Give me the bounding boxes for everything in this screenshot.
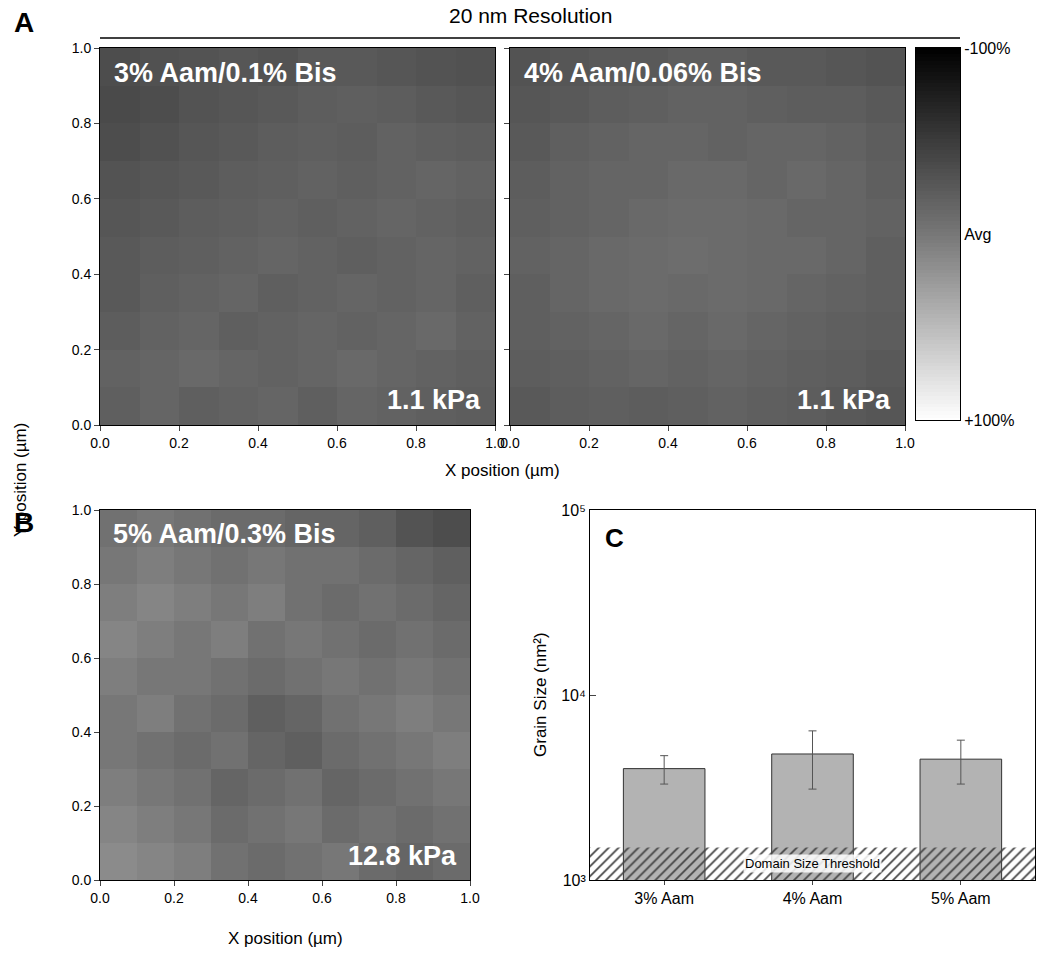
svg-text:1.0: 1.0 xyxy=(72,40,92,56)
svg-text:0.8: 0.8 xyxy=(72,115,92,131)
svg-text:0.0: 0.0 xyxy=(90,435,110,451)
svg-text:0.2: 0.2 xyxy=(579,435,599,451)
svg-text:C: C xyxy=(605,523,624,553)
svg-text:0.6: 0.6 xyxy=(737,435,757,451)
svg-text:1.1 kPa: 1.1 kPa xyxy=(387,385,481,415)
svg-text:0.0: 0.0 xyxy=(72,872,92,888)
svg-text:X position (µm): X position (µm) xyxy=(445,461,560,480)
svg-text:4% Aam/0.06% Bis: 4% Aam/0.06% Bis xyxy=(524,58,762,88)
svg-text:X position (µm): X position (µm) xyxy=(228,929,343,948)
svg-text:1.0: 1.0 xyxy=(72,502,92,518)
svg-text:0.8: 0.8 xyxy=(406,435,426,451)
svg-text:12.8 kPa: 12.8 kPa xyxy=(348,841,457,871)
svg-text:1.0: 1.0 xyxy=(460,890,480,906)
svg-text:0.4: 0.4 xyxy=(658,435,678,451)
svg-text:Y position (µm): Y position (µm) xyxy=(11,423,30,537)
svg-text:Domain Size Threshold: Domain Size Threshold xyxy=(745,856,880,871)
svg-text:1.0: 1.0 xyxy=(485,435,505,451)
svg-text:0.2: 0.2 xyxy=(164,890,184,906)
svg-text:0.4: 0.4 xyxy=(248,435,268,451)
svg-text:0.0: 0.0 xyxy=(72,417,92,433)
svg-text:0.8: 0.8 xyxy=(816,435,836,451)
svg-text:5% Aam/0.3% Bis: 5% Aam/0.3% Bis xyxy=(113,519,336,549)
svg-text:3% Aam: 3% Aam xyxy=(634,890,694,907)
svg-text:0.8: 0.8 xyxy=(386,890,406,906)
svg-text:1.1 kPa: 1.1 kPa xyxy=(797,385,891,415)
svg-text:10⁴: 10⁴ xyxy=(561,687,586,704)
svg-text:3% Aam/0.1% Bis: 3% Aam/0.1% Bis xyxy=(114,58,337,88)
svg-text:4% Aam: 4% Aam xyxy=(783,890,843,907)
svg-text:10³: 10³ xyxy=(563,872,587,889)
svg-text:Grain Size (nm²): Grain Size (nm²) xyxy=(531,632,550,757)
svg-text:B: B xyxy=(14,507,34,538)
svg-text:20 nm Resolution: 20 nm Resolution xyxy=(449,4,612,27)
svg-text:0.4: 0.4 xyxy=(72,266,92,282)
svg-text:+100%: +100% xyxy=(964,412,1014,429)
svg-text:0.6: 0.6 xyxy=(327,435,347,451)
svg-text:0.8: 0.8 xyxy=(72,576,92,592)
svg-text:Avg: Avg xyxy=(964,226,991,243)
svg-text:0.4: 0.4 xyxy=(238,890,258,906)
svg-text:5% Aam: 5% Aam xyxy=(931,890,991,907)
svg-text:0.6: 0.6 xyxy=(312,890,332,906)
svg-text:10⁵: 10⁵ xyxy=(561,502,585,519)
svg-text:0.2: 0.2 xyxy=(72,342,92,358)
svg-text:0.0: 0.0 xyxy=(90,890,110,906)
svg-text:0.2: 0.2 xyxy=(169,435,189,451)
svg-text:0.6: 0.6 xyxy=(72,191,92,207)
svg-text:A: A xyxy=(14,7,34,38)
svg-text:0.4: 0.4 xyxy=(72,724,92,740)
svg-text:-100%: -100% xyxy=(964,40,1010,57)
svg-text:0.2: 0.2 xyxy=(72,798,92,814)
svg-text:1.0: 1.0 xyxy=(895,435,915,451)
svg-text:0.6: 0.6 xyxy=(72,650,92,666)
svg-text:0.0: 0.0 xyxy=(500,435,520,451)
